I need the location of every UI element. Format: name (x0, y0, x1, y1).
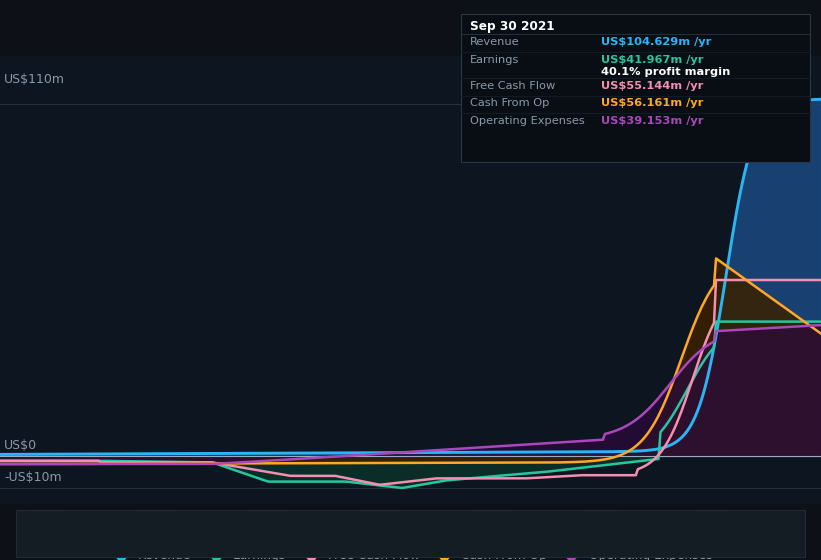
Text: Cash From Op: Cash From Op (470, 98, 549, 108)
Text: US$104.629m /yr: US$104.629m /yr (601, 37, 711, 47)
Text: US$41.967m /yr: US$41.967m /yr (601, 54, 704, 64)
Legend: Revenue, Earnings, Free Cash Flow, Cash From Op, Operating Expenses: Revenue, Earnings, Free Cash Flow, Cash … (104, 544, 717, 560)
Text: US$110m: US$110m (4, 73, 65, 86)
Text: Revenue: Revenue (470, 37, 519, 47)
Text: US$0: US$0 (4, 438, 37, 451)
Text: Operating Expenses: Operating Expenses (470, 115, 585, 125)
Text: Sep 30 2021: Sep 30 2021 (470, 20, 554, 32)
Text: Earnings: Earnings (470, 54, 519, 64)
Text: -US$10m: -US$10m (4, 470, 62, 483)
Text: US$55.144m /yr: US$55.144m /yr (601, 81, 704, 91)
Text: 40.1% profit margin: 40.1% profit margin (601, 67, 731, 77)
Text: US$56.161m /yr: US$56.161m /yr (601, 98, 704, 108)
Text: Free Cash Flow: Free Cash Flow (470, 81, 555, 91)
Text: US$39.153m /yr: US$39.153m /yr (601, 115, 704, 125)
